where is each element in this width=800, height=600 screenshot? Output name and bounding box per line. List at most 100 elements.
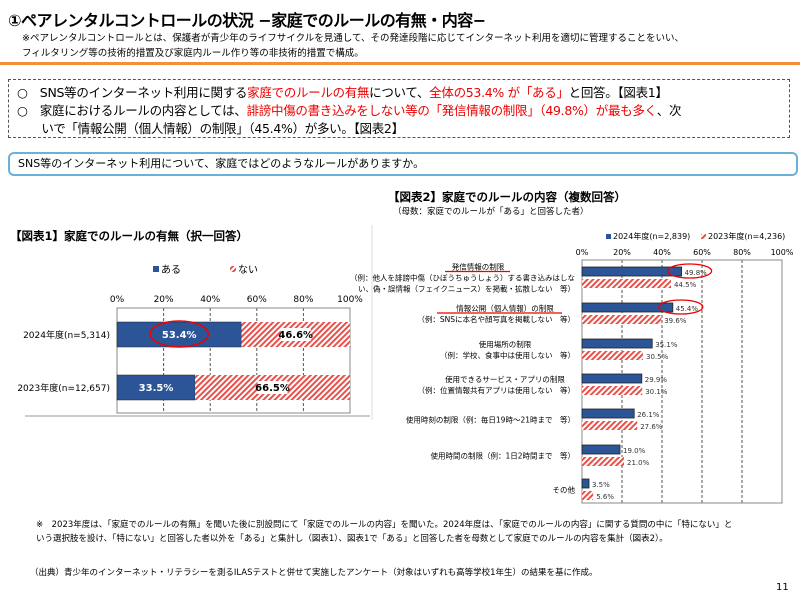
- page-title: ①ペアレンタルコントロールの状況 −家庭でのルールの有無・内容−: [8, 11, 486, 30]
- bar-2023: [582, 279, 671, 288]
- data-label: 5.6%: [596, 493, 614, 501]
- summary-segment: ○ 家庭におけるルールの内容としては、: [17, 103, 247, 118]
- summary-segment: 家庭でのルールの有無: [247, 85, 370, 100]
- tick-label: 60%: [693, 248, 711, 257]
- bar-2023: [582, 457, 624, 466]
- data-label: 66.5%: [255, 383, 290, 394]
- bar-aru: [116, 321, 242, 348]
- category-label: （例：位置情報共有アプリは使用しない 等）: [418, 385, 576, 395]
- bar-2023: [582, 386, 643, 395]
- bar-2023: [582, 351, 643, 360]
- data-label: 44.5%: [674, 281, 697, 289]
- tick-label: 20%: [613, 248, 631, 257]
- data-label: 19.0%: [623, 447, 646, 455]
- summary-line-3: いで「情報公開（個人情報）の制限」（45.4%）が多い。【図表2】: [17, 118, 404, 137]
- legend-swatch: [606, 234, 611, 239]
- summary-segment: 全体の53.4% が「ある」: [429, 85, 569, 100]
- summary-segment: について、: [369, 85, 430, 100]
- summary-segment: 誹謗中傷の書き込みをしない等の「発信情報の制限」（49.8%）が最も多く: [246, 103, 657, 118]
- data-label-bg: [257, 381, 288, 394]
- tick-label: 40%: [200, 295, 220, 305]
- legend-swatch: [153, 266, 159, 272]
- summary-segment: と回答。【図表1】: [568, 85, 668, 100]
- data-label: 21.0%: [627, 459, 650, 467]
- tick-label: 100%: [337, 295, 363, 305]
- data-label: 27.6%: [640, 423, 663, 431]
- definition-note-line1: ※ペアレンタルコントロールとは、保護者が青少年のライフサイクルを見通して、その発…: [22, 33, 685, 44]
- data-label: 29.9%: [645, 376, 668, 384]
- legend-swatch: [230, 266, 236, 272]
- tick-label: 40%: [653, 248, 671, 257]
- category-label: （例：他人を誹謗中傷（ひぼうちゅうしょう）する書き込みはしな: [350, 273, 575, 283]
- definition-note-line2: フィルタリング等の技術的措置及び家庭内ルール作り等の非技術的措置で構成。: [22, 48, 364, 59]
- data-label: 30.1%: [645, 388, 668, 396]
- tick-label: 20%: [154, 295, 174, 305]
- category-label: 2024年度(n=5,314): [23, 329, 110, 341]
- chart1-title: 【図表1】家庭でのルールの有無（択一回答）: [10, 229, 248, 243]
- category-label: （例：SNSに本名や顔写真を掲載しない 等）: [417, 314, 575, 324]
- data-label: 33.5%: [139, 383, 174, 394]
- highlight-circle: [666, 263, 713, 279]
- highlight-circle: [149, 320, 209, 348]
- legend-label: ない: [238, 264, 258, 276]
- tick-label: 60%: [247, 295, 267, 305]
- tick-label: 80%: [293, 295, 313, 305]
- data-label: 26.1%: [637, 411, 660, 419]
- tick-label: 0%: [110, 295, 125, 305]
- bar-2024: [581, 478, 590, 489]
- legend-label: ある: [161, 264, 181, 276]
- survey-question: SNS等のインターネット利用について、家庭ではどのようなルールがありますか。: [8, 152, 798, 176]
- category-label: 使用できるサービス・アプリの制限: [445, 374, 565, 384]
- bar-2024: [581, 408, 635, 419]
- plot-frame: [116, 307, 351, 414]
- legend-label: 2023年度(n=4,236): [708, 231, 785, 241]
- bar-2024: [581, 373, 643, 384]
- data-label-bg: [280, 328, 311, 341]
- header-divider: [0, 62, 800, 65]
- bar-2024: [581, 266, 682, 277]
- bar-aru: [116, 374, 196, 401]
- category-label: 使用時刻の制限（例：毎日19時～21時まで 等）: [406, 415, 575, 425]
- data-label: 49.8%: [685, 269, 708, 277]
- bar-2024: [581, 302, 674, 313]
- source-note: （出典）青少年のインターネット・リテラシーを測るILASテストと併せて実施したア…: [30, 568, 598, 578]
- data-label: 35.1%: [655, 341, 678, 349]
- bar-2023: [582, 491, 594, 500]
- data-label: 46.6%: [278, 330, 313, 341]
- data-label: 45.4%: [676, 305, 699, 313]
- category-label: 2023年度(n=12,657): [17, 382, 110, 394]
- summary-segment: いで「情報公開（個人情報）の制限」（45.4%）が多い。【図表2】: [17, 121, 404, 136]
- summary-segment: 、次: [656, 103, 682, 118]
- footnote-line1: ※ 2023年度は、「家庭でのルールの有無」を聞いた後に別設問にて「家庭でのルー…: [36, 520, 733, 530]
- summary-line-2: ○ 家庭におけるルールの内容としては、誹謗中傷の書き込みをしない等の「発信情報の…: [17, 100, 681, 119]
- category-label: い、偽・誤情報（フェイクニュース）を掲載・拡散しない 等）: [358, 284, 575, 294]
- category-label: 使用時間の制限（例：1日2時間まで 等）: [430, 451, 575, 461]
- data-label: 53.4%: [162, 330, 197, 341]
- bar-2024: [581, 444, 621, 455]
- summary-line-1: ○ SNS等のインターネット利用に関する家庭でのルールの有無について、全体の53…: [17, 82, 668, 101]
- data-label: 3.5%: [592, 481, 610, 489]
- tick-label: 80%: [733, 248, 751, 257]
- bar-2023: [582, 315, 662, 324]
- legend-swatch: [701, 234, 706, 239]
- legend-label: 2024年度(n=2,839): [613, 231, 690, 241]
- category-label: 情報公開（個人情報）の制限: [456, 303, 554, 313]
- chart2-title: 【図表2】家庭でのルールの内容（複数回答）: [388, 190, 626, 204]
- summary-segment: ○ SNS等のインターネット利用に関する: [17, 85, 248, 100]
- category-label: その他: [553, 485, 576, 495]
- summary-box: ○ SNS等のインターネット利用に関する家庭でのルールの有無について、全体の53…: [8, 79, 790, 138]
- highlight-circle: [658, 299, 704, 315]
- bar-2023: [582, 421, 638, 430]
- data-label: 39.6%: [664, 317, 687, 325]
- bar-2024: [581, 338, 653, 349]
- category-label: 発信情報の制限: [452, 262, 505, 272]
- tick-label: 100%: [771, 248, 794, 257]
- tick-label: 0%: [576, 248, 589, 257]
- category-label: （例：学校、食事中は使用しない 等）: [440, 350, 575, 360]
- data-label: 30.5%: [646, 353, 669, 361]
- category-label: 使用場所の制限: [479, 339, 532, 349]
- footnote-line2: いう選択肢を設け、「特にない」と回答した者以外を「ある」と集計し（図表1）、図表…: [36, 534, 668, 544]
- page-number: 11: [776, 582, 789, 593]
